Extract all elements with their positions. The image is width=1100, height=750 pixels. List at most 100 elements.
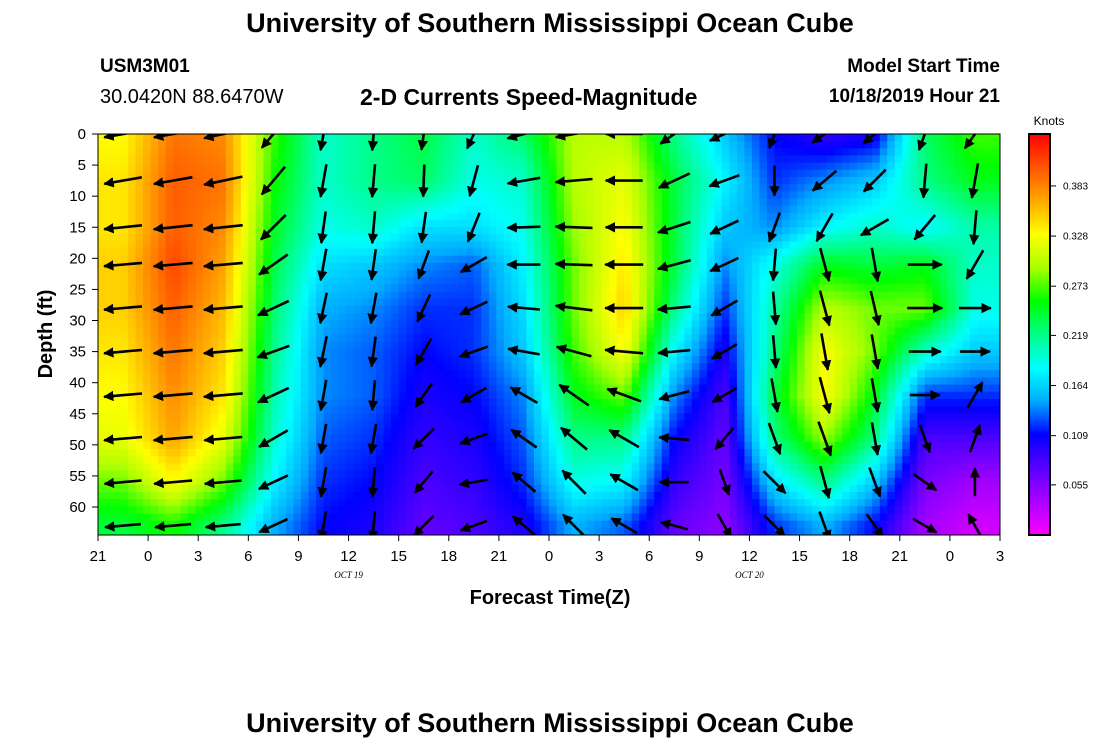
heatmap-cell — [173, 413, 182, 422]
heatmap-cell — [308, 291, 317, 300]
heatmap-cell — [586, 391, 595, 400]
heatmap-cell — [706, 141, 715, 149]
heatmap-cell — [466, 205, 475, 214]
heatmap-cell — [466, 255, 475, 264]
heatmap-cell — [759, 406, 768, 414]
heatmap-cell — [165, 141, 174, 149]
heatmap-cell — [864, 355, 873, 364]
heatmap-cell — [797, 262, 806, 271]
heatmap-cell — [240, 313, 249, 321]
heatmap-cell — [98, 427, 107, 436]
heatmap-cell — [751, 227, 761, 235]
heatmap-cell — [533, 262, 543, 271]
heatmap-cell — [248, 284, 257, 293]
heatmap-cell — [113, 277, 122, 285]
heatmap-cell — [105, 384, 114, 393]
heatmap-cell — [165, 413, 174, 422]
heatmap-cell — [331, 341, 340, 350]
heatmap-cell — [909, 255, 918, 264]
heatmap-cell — [421, 291, 430, 300]
heatmap-cell — [263, 334, 272, 343]
heatmap-cell — [571, 241, 580, 250]
heatmap-cell — [789, 320, 798, 328]
heatmap-cell — [586, 241, 595, 250]
heatmap-cell — [203, 406, 212, 414]
heatmap-cell — [195, 134, 204, 142]
heatmap-cell — [917, 212, 926, 221]
heatmap-cell — [361, 191, 370, 200]
heatmap-cell — [932, 169, 941, 178]
heatmap-cell — [797, 398, 806, 407]
heatmap-cell — [977, 270, 986, 278]
heatmap-cell — [571, 427, 580, 436]
heatmap-cell — [165, 313, 174, 321]
heatmap-cell — [691, 398, 700, 407]
heatmap-cell — [579, 198, 588, 207]
heatmap-cell — [962, 363, 971, 371]
heatmap-cell — [526, 334, 535, 343]
heatmap-cell — [834, 413, 843, 422]
heatmap-cell — [571, 169, 580, 178]
heatmap-cell — [872, 377, 881, 386]
heatmap-cell — [135, 227, 144, 235]
heatmap-cell — [421, 284, 430, 293]
heatmap-cell — [143, 234, 152, 243]
heatmap-cell — [331, 227, 340, 235]
heatmap-cell — [436, 176, 445, 185]
heatmap-cell — [150, 363, 159, 371]
heatmap-cell — [533, 162, 543, 171]
heatmap-cell — [879, 291, 888, 300]
heatmap-cell — [180, 176, 189, 185]
heatmap-cell — [714, 291, 723, 300]
heatmap-cell — [962, 277, 971, 285]
heatmap-cell — [526, 234, 535, 243]
heatmap-cell — [977, 169, 986, 178]
heatmap-cell — [887, 334, 896, 343]
heatmap-cell — [902, 219, 911, 228]
heatmap-cell — [458, 284, 467, 293]
heatmap-cell — [797, 241, 806, 250]
heatmap-cell — [984, 270, 994, 278]
heatmap-cell — [285, 169, 295, 178]
heatmap-cell — [579, 427, 588, 436]
heatmap-cell — [864, 262, 873, 271]
heatmap-cell — [924, 262, 933, 271]
heatmap-cell — [759, 327, 768, 336]
heatmap-cell — [128, 176, 137, 185]
heatmap-cell — [331, 355, 340, 364]
heatmap-cell — [285, 370, 295, 379]
heatmap-cell — [797, 406, 806, 414]
heatmap-cell — [759, 134, 768, 142]
heatmap-cell — [939, 262, 948, 271]
heatmap-cell — [428, 262, 437, 271]
heatmap-cell — [323, 391, 332, 400]
heatmap-cell — [488, 248, 497, 257]
heatmap-cell — [511, 212, 520, 221]
heatmap-cell — [353, 406, 362, 414]
heatmap-cell — [165, 219, 174, 228]
heatmap-cell — [285, 212, 295, 221]
heatmap-cell — [947, 198, 956, 207]
heatmap-cell — [496, 355, 505, 364]
heatmap-cell — [797, 155, 806, 164]
heatmap-cell — [398, 198, 407, 207]
heatmap-cell — [466, 334, 475, 343]
heatmap-cell — [488, 406, 497, 414]
heatmap-cell — [143, 141, 152, 149]
heatmap-cell — [143, 384, 152, 393]
heatmap-cell — [684, 270, 693, 278]
heatmap-cell — [819, 148, 828, 157]
heatmap-cell — [977, 305, 986, 314]
heatmap-cell — [939, 184, 948, 192]
heatmap-cell — [766, 205, 776, 214]
heatmap-cell — [436, 155, 445, 164]
heatmap-cell — [639, 227, 648, 235]
heatmap-cell — [135, 384, 144, 393]
heatmap-cell — [857, 219, 866, 228]
heatmap-cell — [195, 370, 204, 379]
heatmap-cell — [488, 148, 497, 157]
heatmap-cell — [917, 334, 926, 343]
heatmap-cell — [353, 155, 362, 164]
heatmap-cell — [413, 219, 422, 228]
heatmap-cell — [774, 155, 783, 164]
